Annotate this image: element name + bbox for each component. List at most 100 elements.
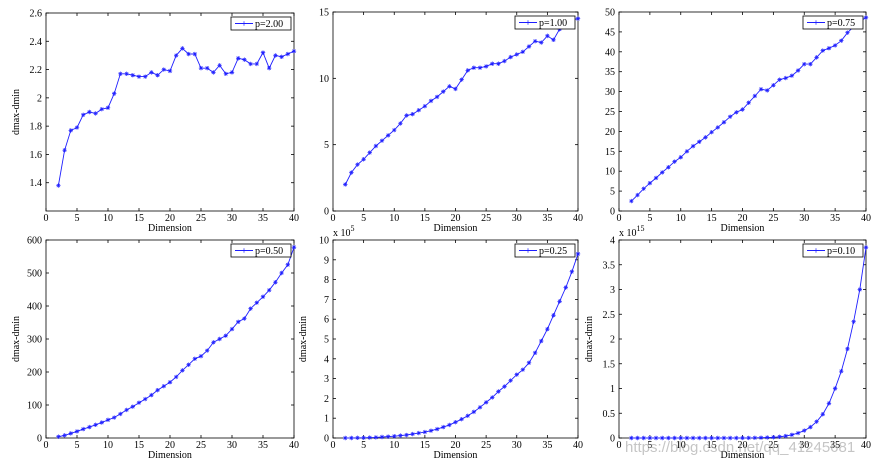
x-tick-label: 20 — [738, 213, 748, 224]
data-point — [273, 280, 278, 285]
data-point — [660, 170, 665, 175]
data-point — [385, 434, 391, 439]
data-point — [839, 38, 844, 43]
x-tick-label: 40 — [573, 213, 583, 224]
data-point — [434, 94, 440, 100]
data-point — [349, 170, 354, 175]
data-point — [205, 65, 210, 71]
data-point — [483, 400, 489, 405]
data-point — [74, 429, 80, 434]
data-point — [361, 435, 366, 441]
data-point — [653, 175, 659, 181]
data-point — [62, 147, 67, 153]
data-point — [87, 424, 92, 430]
data-point — [514, 372, 519, 377]
data-point — [721, 435, 727, 441]
data-point — [496, 389, 501, 394]
data-point — [291, 245, 297, 250]
data-point — [355, 435, 360, 441]
y-tick-label: 25 — [605, 107, 615, 118]
data-point — [715, 435, 720, 441]
x-tick-label: 35 — [542, 440, 552, 451]
data-point — [727, 435, 733, 441]
plot-area — [45, 239, 295, 439]
data-point — [56, 434, 61, 439]
x-tick-label: 5 — [361, 440, 366, 451]
data-point — [161, 383, 166, 389]
x-tick-label: 10 — [389, 440, 399, 451]
data-point — [155, 387, 160, 393]
data-point — [428, 428, 434, 433]
data-point — [192, 356, 197, 361]
data-point — [765, 435, 770, 440]
y-tick-label: 6 — [324, 315, 329, 326]
data-point — [539, 40, 544, 45]
data-point — [465, 413, 470, 419]
x-tick-label: 35 — [830, 440, 840, 451]
data-point — [857, 287, 863, 292]
data-point — [236, 319, 241, 325]
data-point — [291, 48, 297, 54]
data-point — [740, 435, 745, 441]
x-tick-label: 30 — [799, 213, 809, 224]
data-point — [428, 98, 434, 104]
x-tick-label: 5 — [75, 213, 80, 224]
x-tick-label: 35 — [258, 213, 268, 224]
data-point — [74, 125, 80, 130]
data-point — [532, 38, 538, 44]
y-tick-label: 1.5 — [603, 359, 616, 370]
data-point — [373, 143, 379, 149]
y-tick-label: 1.6 — [30, 150, 43, 161]
data-point — [453, 86, 458, 92]
data-point — [545, 33, 550, 39]
data-point — [802, 428, 807, 433]
data-point — [832, 386, 838, 391]
y-tick-label: 0 — [610, 434, 615, 445]
x-tick-label: 30 — [799, 440, 809, 451]
x-tick-label: 5 — [75, 440, 80, 451]
x-tick-label: 30 — [227, 440, 237, 451]
x-tick-label: 35 — [258, 440, 268, 451]
legend-marker — [241, 248, 247, 253]
data-point — [223, 71, 228, 77]
data-point — [641, 186, 646, 191]
legend-box — [514, 15, 576, 30]
data-point — [678, 155, 683, 160]
data-point — [526, 44, 532, 49]
legend-box — [802, 243, 864, 258]
x-axis-label: Dimension — [148, 450, 192, 461]
data-point — [514, 52, 519, 57]
data-point — [758, 87, 764, 92]
data-point — [758, 435, 764, 440]
legend-marker — [525, 248, 531, 253]
exponent-power: 5 — [351, 224, 355, 233]
y-tick-label: 8 — [324, 275, 329, 286]
x-tick-label: 35 — [542, 213, 552, 224]
data-point — [789, 432, 795, 437]
data-point — [563, 285, 568, 290]
chart-panel-6: 0 5 10 15 20 25 30 35 40 0 0.5 1 1.5 2 2.5 3 3.5 4 Dimensi… — [584, 224, 871, 461]
data-point — [820, 48, 825, 53]
x-tick-label: 5 — [647, 213, 652, 224]
y-tick-label: 2 — [324, 394, 329, 405]
chart-panel-4: 0 5 10 15 20 25 30 35 400100200300400500600Dimen… — [11, 236, 299, 462]
data-point — [416, 107, 421, 113]
y-tick-label: 600 — [27, 236, 42, 247]
data-point — [167, 380, 173, 385]
data-point — [161, 67, 166, 72]
data-point — [832, 43, 838, 48]
chart-panel-3: 0 5 10 15 20 25 30 35 40 0 5 10 15 20 25 30 35 40 45 50 Dime… — [605, 8, 871, 235]
x-tick-label: 20 — [451, 213, 461, 224]
data-point — [557, 299, 562, 304]
x-tick-label: 0 — [331, 213, 336, 224]
data-point — [814, 55, 819, 60]
data-point — [839, 368, 844, 374]
x-tick-label: 30 — [512, 440, 522, 451]
y-axis-exponent: x 105 — [333, 224, 355, 239]
x-tick-label: 25 — [768, 213, 778, 224]
y-tick-label: 200 — [27, 368, 42, 379]
data-point — [180, 368, 185, 373]
data-point — [752, 435, 758, 441]
data-point — [520, 367, 526, 372]
